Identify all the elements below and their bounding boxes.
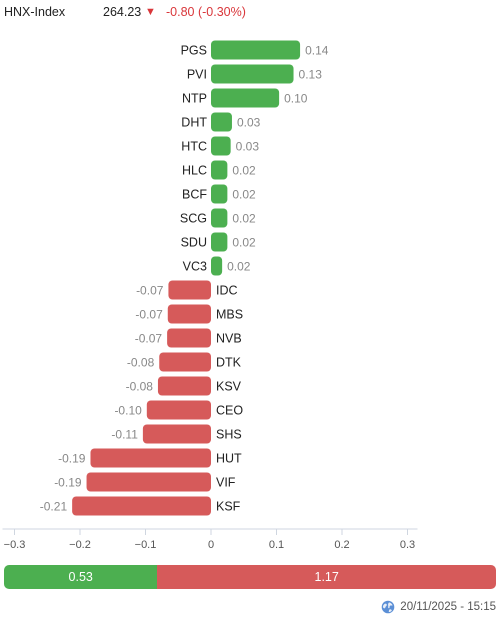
category-label: SCG: [180, 212, 207, 226]
index-header: HNX-Index 264.23 ▼ -0.80 (-0.30%): [0, 0, 500, 24]
value-label: -0.19: [54, 476, 82, 490]
timestamp: 20/11/2025 - 15:15: [400, 601, 496, 613]
market-breadth-bar: 0.53 1.17: [4, 565, 496, 589]
category-label: HUT: [216, 452, 242, 466]
category-label: DTK: [216, 356, 242, 370]
value-label: 0.14: [305, 44, 329, 58]
category-label: PGS: [181, 44, 207, 58]
index-value: 264.23: [103, 5, 142, 19]
category-label: IDC: [216, 284, 238, 298]
value-label: -0.10: [114, 404, 142, 418]
bar-mbs: [167, 304, 211, 324]
x-tick-label: 0.2: [334, 539, 349, 551]
category-label: SDU: [181, 236, 207, 250]
globe-icon: [381, 600, 395, 614]
bar-scg: [211, 208, 228, 228]
bar-nvb: [167, 328, 211, 348]
value-label: 0.02: [232, 164, 256, 178]
value-label: 0.13: [299, 68, 323, 82]
value-label: -0.08: [127, 356, 155, 370]
bar-bcf: [211, 184, 228, 204]
breadth-down-segment: 1.17: [157, 565, 496, 589]
breadth-up-segment: 0.53: [4, 565, 158, 589]
value-label: -0.07: [135, 308, 163, 322]
category-label: VIF: [216, 476, 236, 490]
value-label: -0.07: [136, 284, 164, 298]
bar-sdu: [211, 232, 228, 252]
category-label: HLC: [182, 164, 207, 178]
value-label: 0.02: [232, 236, 256, 250]
bar-pgs: [211, 40, 301, 60]
bar-vc3: [211, 256, 223, 276]
category-label: MBS: [216, 308, 243, 322]
value-label: -0.21: [40, 500, 68, 514]
bar-ceo: [146, 400, 211, 420]
bar-shs: [142, 424, 211, 444]
update-footer: 20/11/2025 - 15:15: [381, 598, 496, 616]
bar-ksf: [72, 496, 211, 516]
value-label: 0.02: [232, 212, 256, 226]
bar-hut: [90, 448, 211, 468]
bar-htc: [211, 136, 231, 156]
value-label: 0.03: [236, 140, 260, 154]
value-label: -0.11: [111, 428, 138, 442]
value-label: -0.07: [135, 332, 163, 346]
bar-ksv: [157, 376, 211, 396]
value-label: 0.02: [232, 188, 256, 202]
x-tick-label: −0.3: [4, 539, 26, 551]
bar-vif: [86, 472, 211, 492]
bar-ntp: [211, 88, 280, 108]
x-tick-label: 0: [208, 539, 214, 551]
bar-dht: [211, 112, 232, 132]
x-tick-label: −0.2: [69, 539, 91, 551]
bar-pvi: [211, 64, 294, 84]
category-label: NTP: [182, 92, 207, 106]
value-label: -0.08: [126, 380, 154, 394]
x-tick-label: 0.3: [400, 539, 415, 551]
bar-hlc: [211, 160, 228, 180]
category-label: KSF: [216, 500, 241, 514]
category-label: CEO: [216, 404, 243, 418]
down-arrow-icon: ▼: [145, 6, 156, 18]
bar-dtk: [159, 352, 211, 372]
value-label: 0.02: [227, 260, 251, 274]
index-name: HNX-Index: [4, 5, 66, 19]
category-label: VC3: [183, 260, 207, 274]
category-label: BCF: [182, 188, 207, 202]
category-label: SHS: [216, 428, 242, 442]
x-tick-label: −0.1: [135, 539, 157, 551]
category-label: KSV: [216, 380, 242, 394]
value-label: 0.10: [284, 92, 308, 106]
value-label: 0.03: [237, 116, 261, 130]
x-tick-label: 0.1: [269, 539, 284, 551]
value-label: -0.19: [58, 452, 86, 466]
category-label: HTC: [181, 140, 207, 154]
index-change: -0.80 (-0.30%): [166, 5, 246, 19]
category-label: NVB: [216, 332, 242, 346]
category-label: PVI: [187, 68, 207, 82]
category-label: DHT: [181, 116, 207, 130]
bar-idc: [168, 280, 211, 300]
